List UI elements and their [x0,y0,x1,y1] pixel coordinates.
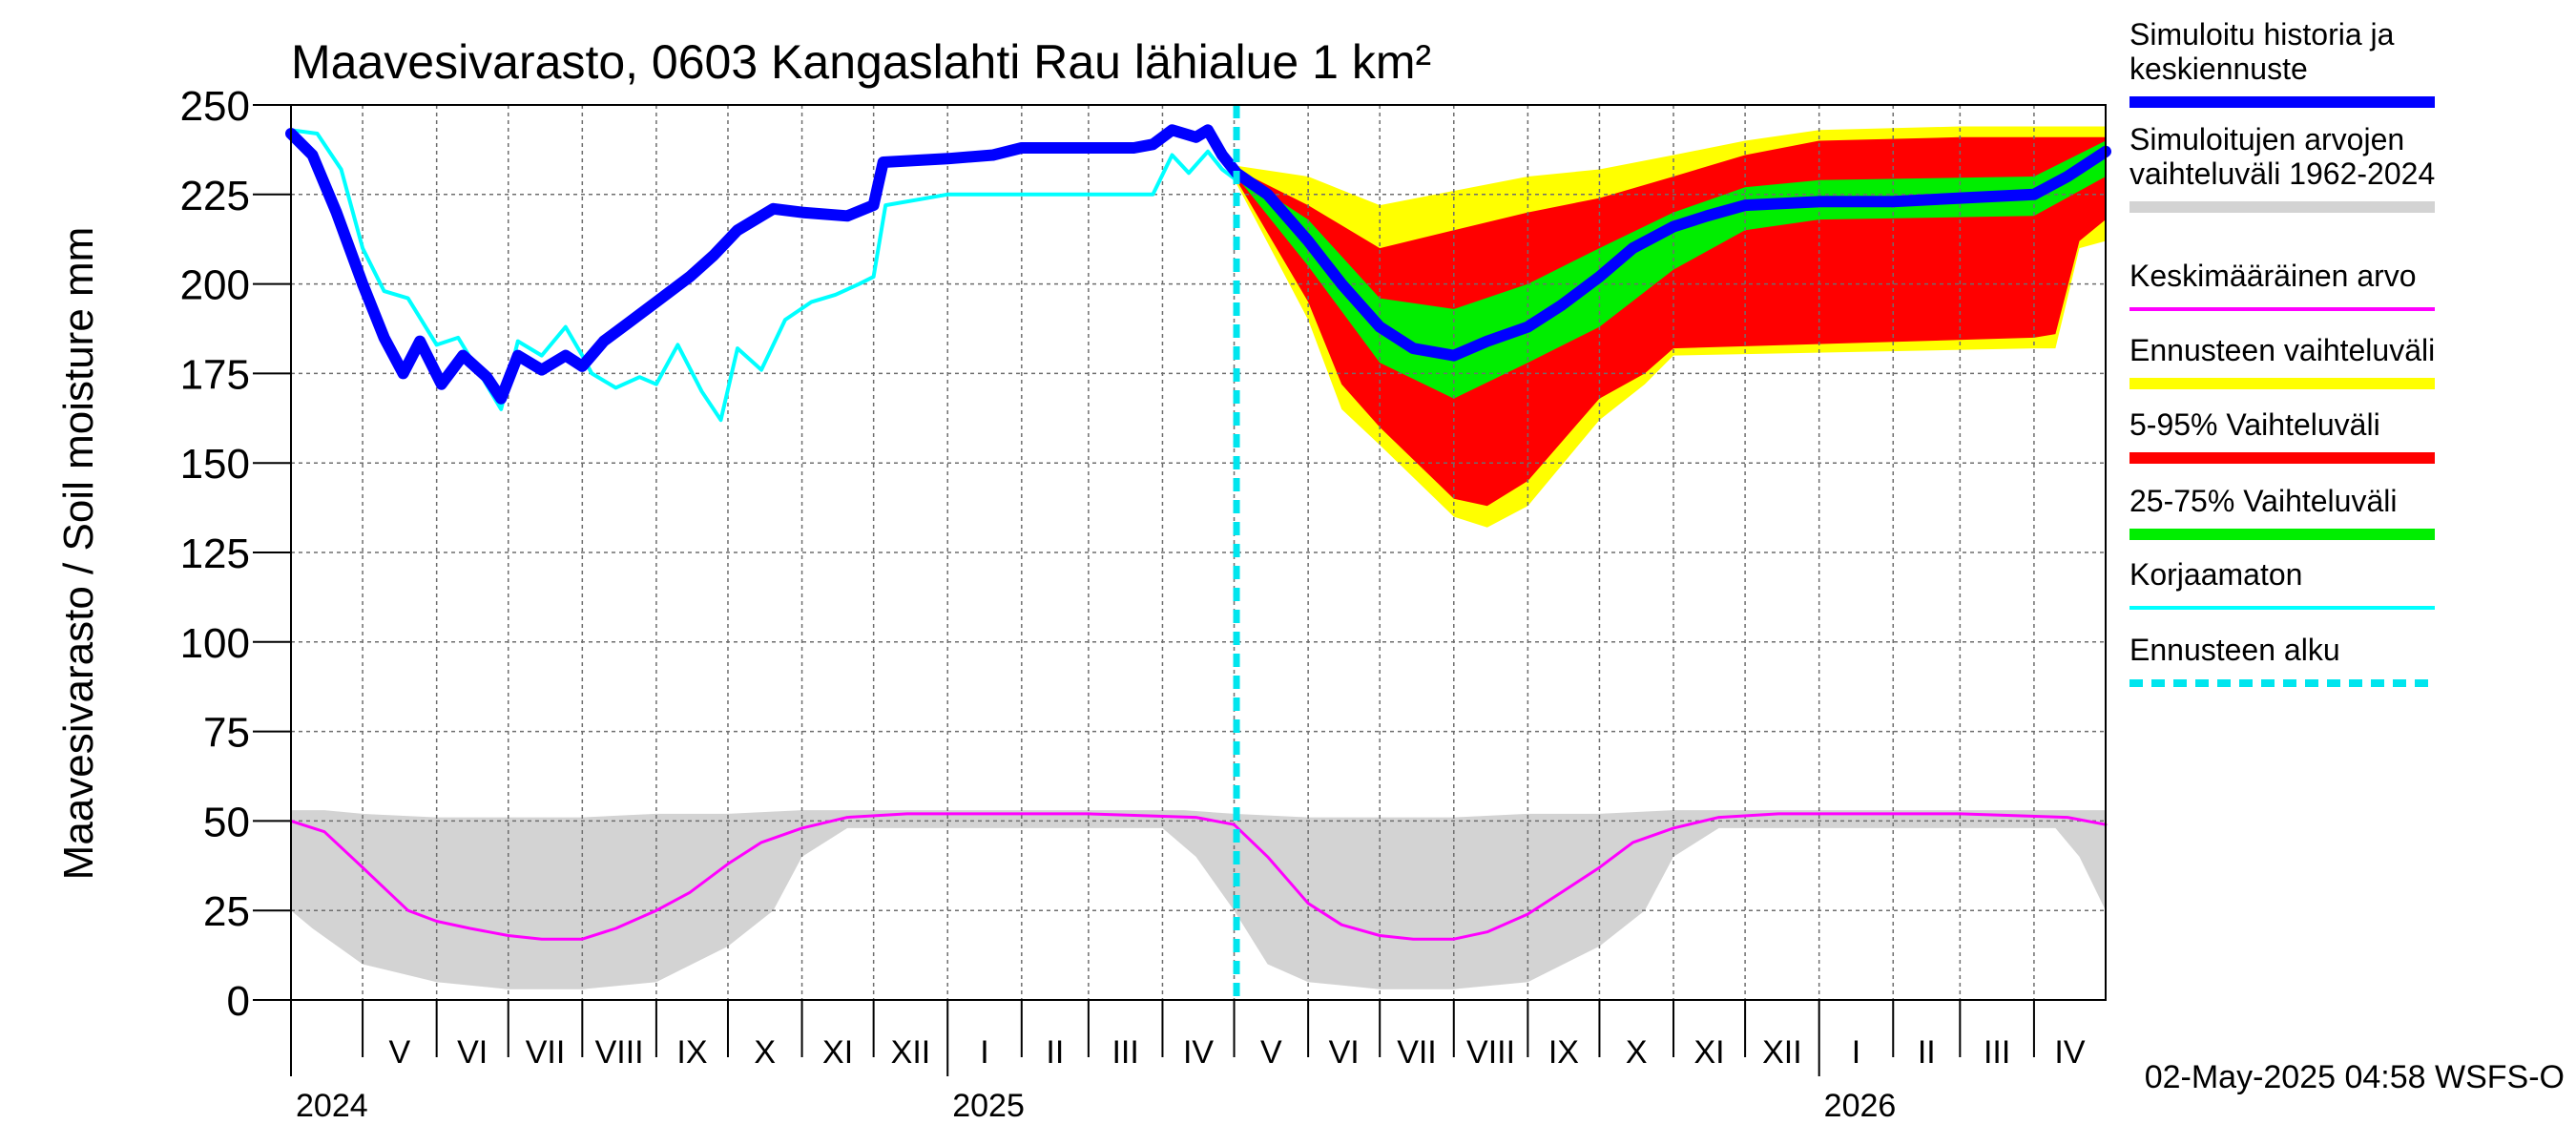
x-month-label: V [1260,1034,1282,1071]
legend-label: Ennusteen vaihteluväli [2129,333,2435,367]
x-month-label: III [1111,1034,1138,1071]
y-tick-label: 175 [180,351,250,398]
x-month-label: VI [457,1034,488,1071]
x-month-label: XI [1694,1034,1725,1071]
legend-label: Korjaamaton [2129,557,2302,592]
line-keskim-r-inen-arvo [289,812,2108,941]
x-year-label: 2024 [296,1088,368,1124]
x-month-label: I [980,1034,988,1071]
x-month-label: VII [526,1034,566,1071]
legend-label: Simuloitujen arvojen [2129,122,2404,156]
legend-label: keskiennuste [2129,52,2308,86]
x-month-label: X [1626,1034,1648,1071]
x-month-label: VIII [595,1034,644,1071]
x-month-label: VI [1329,1034,1360,1071]
y-tick-label: 100 [180,620,250,667]
legend-label: Keskimääräinen arvo [2129,259,2417,293]
x-month-label: X [754,1034,776,1071]
legend-label: Ennusteen alku [2129,633,2340,667]
x-month-label: IV [1183,1034,1214,1071]
y-tick-label: 25 [203,888,250,935]
x-month-label: V [389,1034,411,1071]
chart-bands [291,126,2106,989]
x-month-label: IX [676,1034,707,1071]
x-month-label: I [1852,1034,1860,1071]
legend-label: Simuloitu historia ja [2129,17,2395,52]
x-month-label: VIII [1466,1034,1515,1071]
x-month-label: XII [891,1034,931,1071]
y-tick-label: 200 [180,262,250,309]
x-month-label: III [1984,1034,2010,1071]
band-simuloitujen-arvojen-vaihteluv-li-1962-2024 [291,810,2106,989]
chart-title: Maavesivarasto, 0603 Kangaslahti Rau läh… [291,35,1431,89]
y-tick-label: 125 [180,531,250,577]
chart-lines [285,105,2111,1000]
x-month-label: IX [1548,1034,1579,1071]
x-year-label: 2025 [952,1088,1025,1124]
y-axis-label: Maavesivarasto / Soil moisture mm [55,227,102,881]
y-tick-label: 250 [180,83,250,130]
x-month-label: II [1918,1034,1936,1071]
line-korjaamaton [289,128,1238,423]
x-year-label: 2026 [1824,1088,1897,1124]
y-tick-label: 50 [203,799,250,845]
x-month-label: VII [1397,1034,1437,1071]
y-tick-label: 75 [203,710,250,757]
legend-label: 25-75% Vaihteluväli [2129,484,2397,518]
line-simuloitu-historia-ja-keskiennuste [285,124,2111,405]
y-tick-label: 0 [227,978,250,1025]
y-tick-label: 150 [180,441,250,488]
x-month-label: II [1046,1034,1064,1071]
legend-label: 5-95% Vaihteluväli [2129,407,2380,442]
x-month-label: XII [1762,1034,1802,1071]
x-month-label: XI [822,1034,853,1071]
footer-timestamp: 02-May-2025 04:58 WSFS-O [2145,1059,2565,1095]
legend-label: vaihteluväli 1962-2024 [2129,156,2435,191]
y-tick-label: 225 [180,173,250,219]
x-month-label: IV [2054,1034,2085,1071]
